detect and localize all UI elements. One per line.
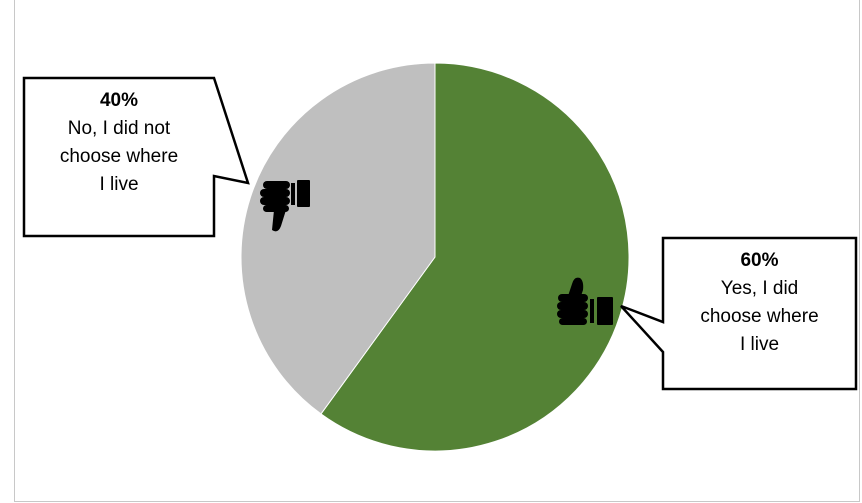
callout-no-box [22,76,250,238]
callout-yes-text: 60% Yes, I did choose where I live [663,247,856,359]
callout-yes-box [620,236,858,391]
callout-no-line-3: I live [99,174,139,195]
callout-no-percent: 40% [99,90,139,111]
pie-slice-no [240,62,436,415]
callout-no-text: 40% No, I did not choose where I live [24,87,214,199]
pie-slices [240,62,630,452]
callout-no-line-1: No, I did not [67,118,171,139]
callout-yes-line-2: choose where [700,306,819,327]
callout-no-line-2: choose where [59,146,179,167]
callout-yes-percent: 60% [740,250,779,271]
thumbs-down-icon [260,180,310,232]
thumbs-up-icon [557,277,613,325]
pie-slice-yes [320,62,630,452]
callout-yes-line-1: Yes, I did [720,278,799,299]
callout-yes-line-3: I live [739,334,780,355]
